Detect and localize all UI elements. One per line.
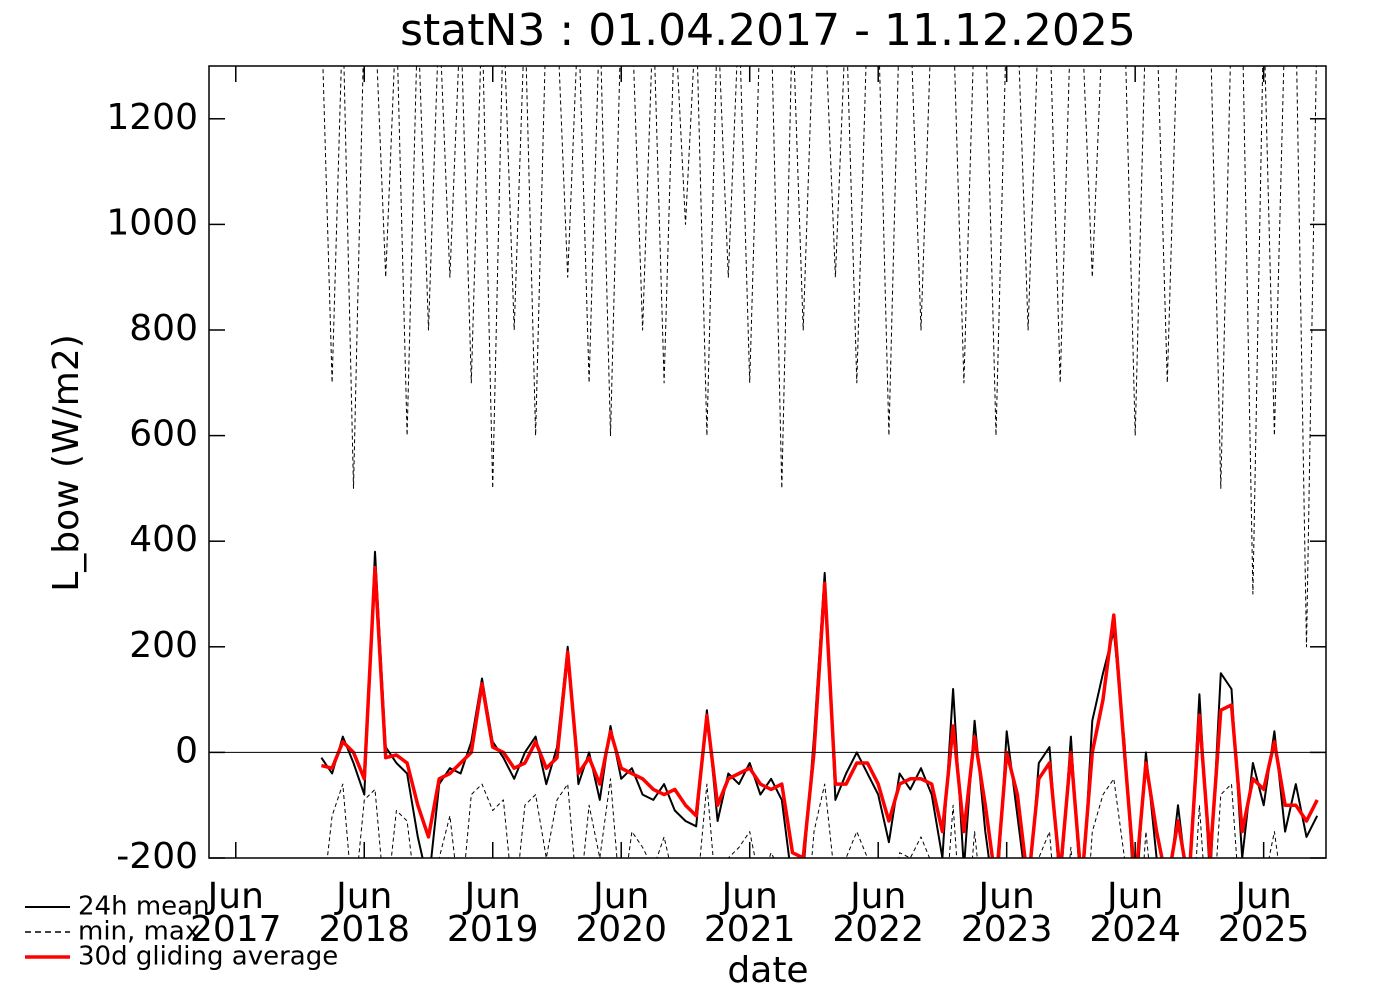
- y-tick-label: -200: [116, 836, 198, 877]
- y-tick-label: 1200: [106, 97, 198, 138]
- legend-label: min, max: [78, 917, 200, 947]
- series-line: [320, 565, 1319, 858]
- x-tick-label: Jun 2018: [318, 876, 411, 950]
- legend-label: 30d gliding average: [78, 942, 338, 972]
- y-tick-label: 1000: [106, 202, 198, 243]
- y-tick-label: 600: [129, 414, 198, 455]
- plot-area: [320, 66, 1319, 858]
- x-tick-label: Jun 2023: [960, 876, 1053, 950]
- chart-title: statN3 : 01.04.2017 - 11.12.2025: [400, 5, 1136, 56]
- min-line: [326, 778, 1279, 858]
- plot-frame: [208, 65, 1327, 859]
- x-tick-label: Jun 2022: [832, 876, 924, 950]
- x-tick-label: Jun 2020: [575, 876, 668, 950]
- y-tick-label: 400: [129, 519, 198, 560]
- x-tick-label: Jun 2024: [1089, 876, 1181, 950]
- x-tick-label: Jun 2021: [703, 876, 796, 950]
- series-line: [320, 550, 1319, 858]
- max-line: [322, 66, 1317, 648]
- x-tick-label: Jun 2019: [446, 876, 539, 950]
- legend-label: 24h mean: [78, 892, 210, 922]
- y-axis-label: L_bow (W/m2): [46, 334, 87, 592]
- y-tick-label: 0: [175, 730, 198, 771]
- x-tick-label: Jun 2017: [189, 876, 282, 950]
- y-tick-label: 200: [129, 625, 198, 666]
- y-tick-label: 800: [129, 308, 198, 349]
- x-tick-label: Jun 2025: [1217, 876, 1310, 950]
- x-axis-label: date: [727, 950, 808, 991]
